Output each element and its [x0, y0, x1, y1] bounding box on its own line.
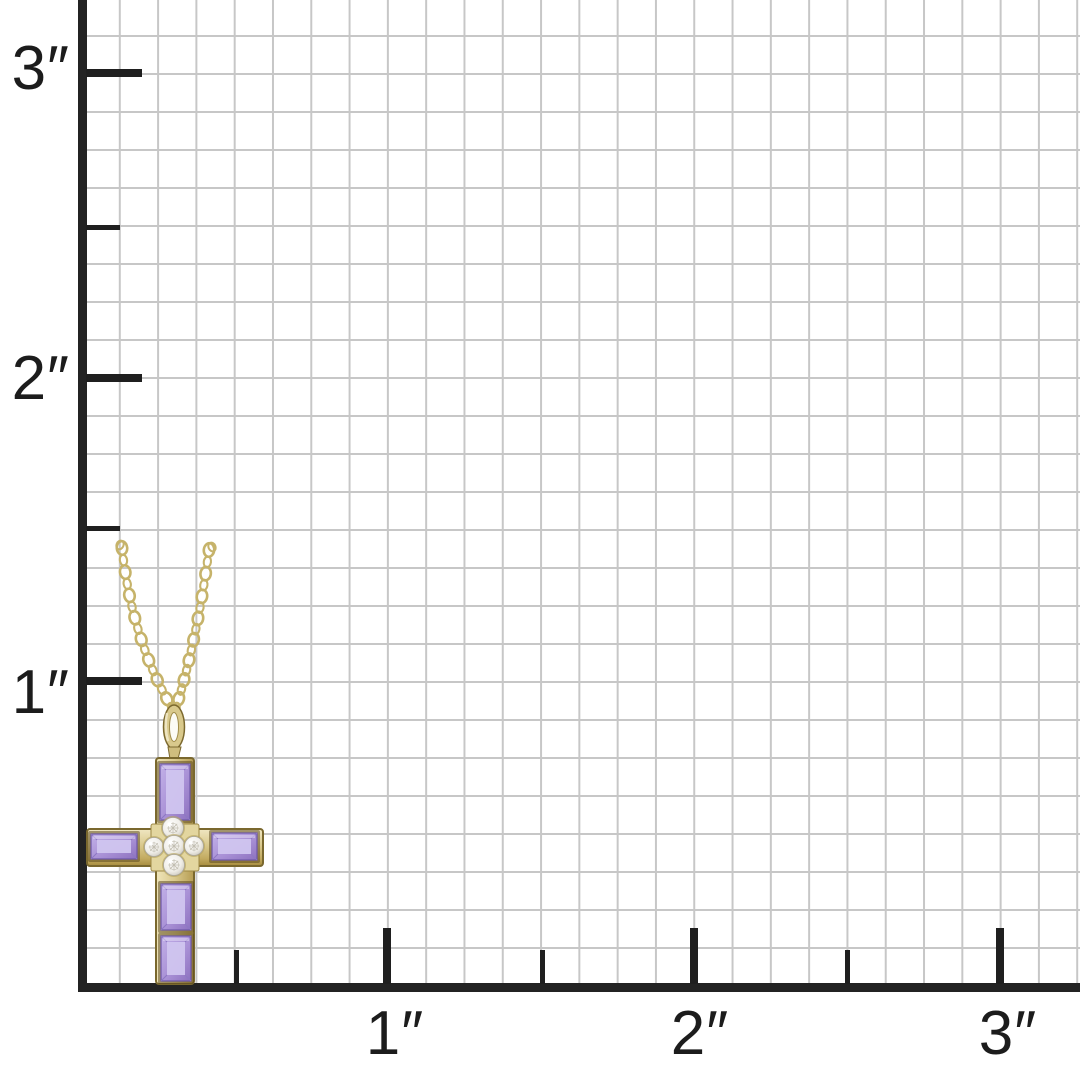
bottom-axis-label-1in: 1″: [365, 999, 425, 1068]
bottom-axis-label-2in: 2″: [670, 999, 730, 1068]
diamond-right: [183, 835, 205, 857]
bottom-tick-0_5in: [234, 950, 239, 984]
bottom-axis-label-3in: 3″: [978, 999, 1038, 1068]
left-tick-2_5in: [86, 225, 120, 230]
bottom-tick-2_5in: [845, 950, 850, 984]
measurement-grid: [80, 0, 1080, 984]
left-axis-label-2in: 2″: [11, 344, 70, 413]
left-tick-1_5in: [86, 526, 120, 531]
bottom-baguette: [158, 933, 194, 984]
horizontal-ruler-bar: [78, 983, 1080, 992]
bail: [162, 704, 186, 760]
chain-end-right: [207, 541, 217, 553]
chain-end-left: [115, 539, 125, 551]
bottom-tick-3in: [996, 928, 1004, 984]
bottom-tick-1in: [383, 928, 391, 984]
left-axis-label-1in: 1″: [11, 658, 70, 727]
bottom-tick-2in: [690, 928, 698, 984]
left-tick-2in: [86, 374, 142, 382]
top-baguette: [157, 761, 193, 823]
left-axis-label-3in: 3″: [11, 34, 70, 103]
left-tick-1in: [86, 677, 142, 685]
chain-left-strand: [115, 539, 178, 715]
left-tick-3in: [86, 69, 142, 77]
middle-baguette: [158, 881, 194, 933]
chain-right-strand: [171, 541, 216, 715]
right-baguette: [209, 830, 260, 863]
necklace-pendant-image: [86, 539, 264, 985]
amethyst-baguette-stones: [88, 761, 260, 984]
left-baguette: [88, 831, 140, 862]
diamond-cluster: [143, 816, 205, 877]
diamond-bottom: [162, 853, 186, 877]
diamond-left: [143, 836, 165, 858]
diamond-top: [161, 816, 185, 840]
bottom-tick-1_5in: [540, 950, 545, 984]
vertical-ruler-bar: [78, 0, 87, 992]
